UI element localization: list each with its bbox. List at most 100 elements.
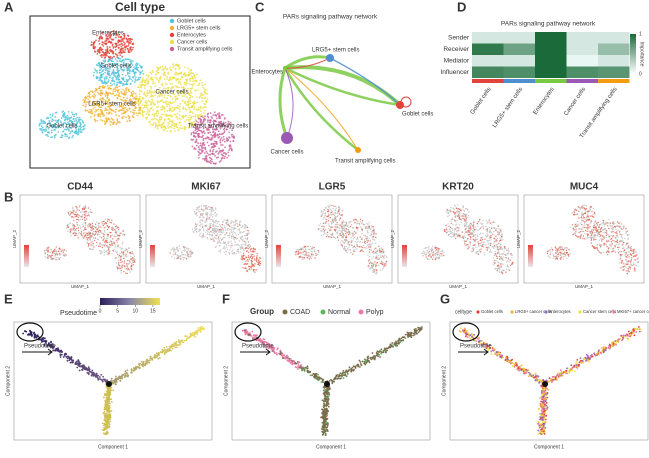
cell-point [108,226,110,228]
cell-point [256,269,258,271]
cell-point [502,263,504,265]
cell-point [74,213,76,216]
cell-point [500,231,502,233]
cell-point [216,234,219,236]
cell-point [132,90,134,93]
cell-point [101,65,104,68]
cell-point [191,95,194,98]
cell-point [45,117,48,120]
cell-point [207,161,209,163]
cell-point [259,257,262,260]
cell-point [129,39,131,42]
cell-point [328,223,330,225]
cell-point [133,255,135,258]
cell-point [119,58,122,60]
cell-point [126,67,129,70]
cell-point [206,207,209,209]
cell-point [339,208,341,210]
cell-point [209,157,212,160]
cell-point [114,111,117,113]
cell-point [86,242,89,244]
cell-point [367,243,370,246]
cell-point [98,250,101,252]
cell-point [92,74,95,77]
cell-point [114,32,117,35]
cell-point [217,136,220,139]
cell-point [130,255,132,258]
cell-point [71,215,73,218]
cell-point [201,134,204,137]
cell-point [88,242,90,245]
cell-point [117,36,120,38]
cell-point [60,136,63,139]
cell-point [131,38,134,41]
cell-point [240,244,243,246]
cell-point [61,134,64,137]
cell-point [111,109,113,112]
cell-point [454,205,457,207]
cell-point [219,139,222,142]
cell-point [199,105,202,108]
cell-point [230,235,233,237]
cell-point [343,221,345,223]
cell-point [227,242,230,245]
cell-point [70,116,73,119]
cell-point [87,244,90,246]
cell-point [204,115,206,118]
cell-point [109,65,112,68]
cell-point [225,246,228,248]
cell-point [115,257,117,259]
cell-point [472,224,474,226]
cell-point [181,114,184,117]
cell-point [249,250,252,252]
cell-point [228,144,231,147]
cell-point [361,249,364,252]
cell-point [90,244,92,246]
cell-point [107,60,109,63]
cell-point [307,246,309,248]
cell-point [372,265,374,267]
cell-point [356,241,358,244]
cell-point [215,117,218,120]
cell-point [161,105,164,108]
cell-point [341,246,344,248]
heat-cell [503,66,535,78]
cell-point [223,246,225,248]
cell-point [124,48,127,51]
cell-point [73,234,76,237]
cell-point [310,257,313,260]
cell-point [450,222,452,224]
cell-point [238,224,241,226]
cell-point [99,230,102,232]
cell-point [85,218,88,220]
cell-point [143,91,146,94]
cell-point [244,258,246,260]
cell-point [67,211,69,214]
cell-point [198,228,200,231]
cell-point [182,87,185,90]
cell-point [334,223,337,226]
cell-point [250,259,253,262]
cell-point [107,88,110,90]
cell-point [240,238,243,241]
cell-point [89,208,92,211]
edge [278,67,289,139]
cell-point [234,244,236,246]
cell-point [179,247,181,250]
cell-point [132,258,134,260]
cell-point [312,255,314,257]
cell-point [341,228,344,230]
cell-point [111,43,114,46]
cell-point [373,252,375,255]
cell-point [478,220,481,222]
cell-point [150,103,153,106]
cell-point [116,54,119,57]
cell-point [463,217,465,219]
cell-point [108,107,111,110]
cell-point [375,264,377,267]
cell-point [162,107,165,110]
cell-point [105,38,108,40]
cell-point [87,98,90,101]
cell-point [197,154,200,156]
cell-point [375,250,377,253]
